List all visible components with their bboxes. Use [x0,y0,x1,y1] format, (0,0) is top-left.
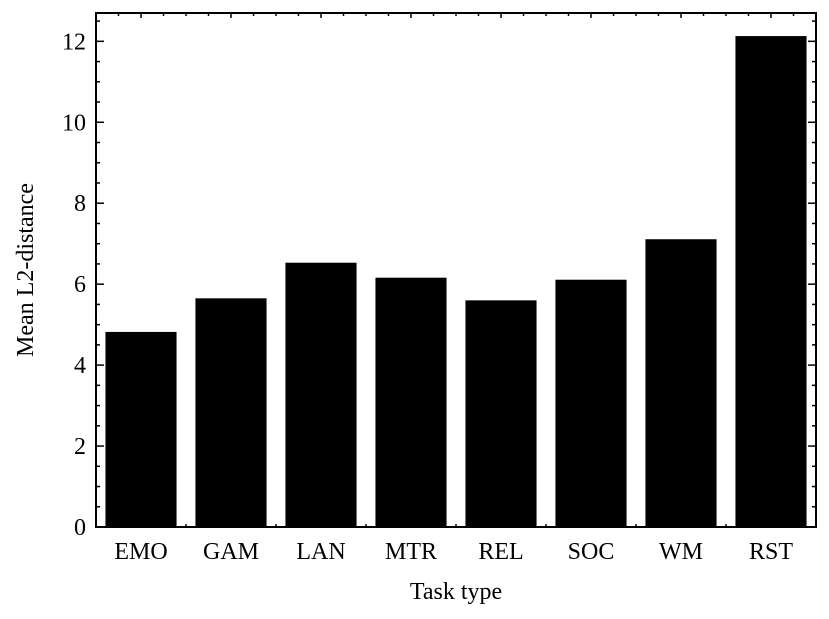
y-axis-title: Mean L2-distance [13,183,39,357]
y-tick-label: 2 [74,434,86,460]
x-tick-label: LAN [296,539,345,565]
x-axis-title: Task type [410,579,502,605]
bar-lan [285,262,357,527]
y-tick-label: 0 [74,515,86,541]
y-tick-label: 8 [74,191,86,217]
x-tick-label: WM [659,539,703,565]
x-tick-label: MTR [385,539,437,565]
bar-rst [735,36,807,528]
bar-mtr [375,277,447,527]
bar-wm [645,239,717,527]
x-tick-label: SOC [568,539,615,565]
bar-soc [555,279,627,527]
bar-emo [105,331,177,527]
bar-gam [195,298,267,527]
y-tick-label: 12 [62,29,86,55]
x-tick-label: GAM [203,539,259,565]
x-tick-label: REL [478,539,523,565]
y-tick-label: 6 [74,272,86,298]
plot-frame [95,12,817,528]
y-tick-labels: 0 2 4 6 8 10 12 [62,29,86,541]
y-tick-label: 10 [62,110,86,136]
x-tick-label: RST [749,539,793,565]
y-tick-label: 4 [74,353,86,379]
bar-rel [465,300,537,527]
x-tick-label: EMO [114,539,167,565]
x-tick-labels: EMO GAM LAN MTR REL SOC WM RST [114,539,793,565]
bars-group [105,36,807,528]
